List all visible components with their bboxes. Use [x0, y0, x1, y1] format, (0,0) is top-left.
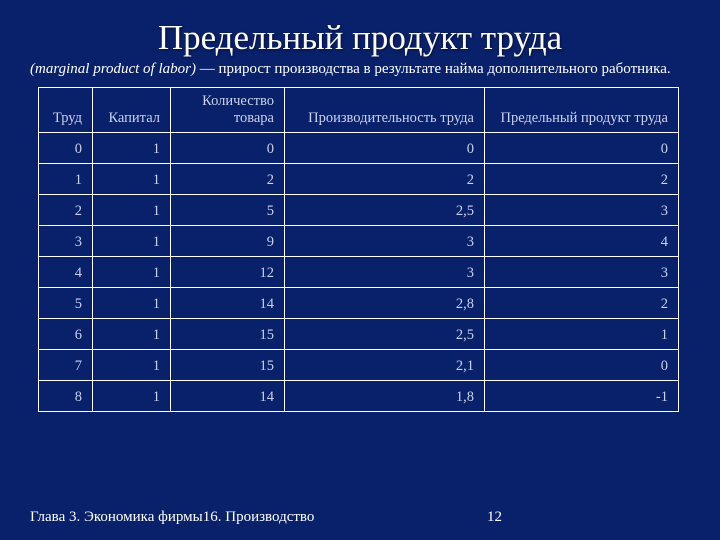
table-cell: 0 — [485, 349, 679, 380]
table-cell: 1,8 — [285, 380, 485, 411]
footer-section: 16. Производство — [203, 509, 315, 525]
table-cell: 2,5 — [285, 318, 485, 349]
table-cell: 14 — [171, 287, 285, 318]
table-cell: 2 — [39, 194, 93, 225]
table-cell: 1 — [39, 163, 93, 194]
table-cell: 15 — [171, 349, 285, 380]
table-cell: 0 — [171, 132, 285, 163]
subtitle-rest: прирост производства в результате найма … — [218, 61, 670, 77]
col-header: Производительность труда — [285, 87, 485, 132]
table-cell: 1 — [93, 318, 171, 349]
table-cell: 1 — [93, 349, 171, 380]
data-table: Труд Капитал Количество товара Производи… — [38, 87, 679, 412]
table-row: 31934 — [39, 225, 679, 256]
col-header: Труд — [39, 87, 93, 132]
table-cell: 0 — [485, 132, 679, 163]
subtitle: (marginal product of labor) — прирост пр… — [30, 60, 690, 79]
table-cell: 3 — [285, 225, 485, 256]
col-header: Капитал — [93, 87, 171, 132]
table-cell: 6 — [39, 318, 93, 349]
table-cell: -1 — [485, 380, 679, 411]
footer: Глава 3. Экономика фирмы16. Производство… — [30, 509, 690, 526]
subtitle-english: (marginal product of labor) — [30, 61, 196, 77]
table-cell: 1 — [93, 194, 171, 225]
table-row: 2152,53 — [39, 194, 679, 225]
subtitle-dash: — — [196, 61, 219, 77]
table-cell: 2 — [485, 163, 679, 194]
table-cell: 5 — [171, 194, 285, 225]
table-cell: 2 — [285, 163, 485, 194]
table-cell: 1 — [93, 256, 171, 287]
table-cell: 0 — [285, 132, 485, 163]
table-cell: 5 — [39, 287, 93, 318]
table-cell: 2,5 — [285, 194, 485, 225]
table-body: 01000112222152,533193441123351142,826115… — [39, 132, 679, 411]
table-row: 51142,82 — [39, 287, 679, 318]
table-row: 81141,8-1 — [39, 380, 679, 411]
col-header: Количество товара — [171, 87, 285, 132]
footer-chapter: Глава 3. Экономика фирмы — [30, 509, 203, 525]
table-cell: 2 — [485, 287, 679, 318]
table-cell: 3 — [485, 256, 679, 287]
page-number: 12 — [487, 509, 502, 526]
col-header: Предельный продукт труда — [485, 87, 679, 132]
table-header-row: Труд Капитал Количество товара Производи… — [39, 87, 679, 132]
page-title: Предельный продукт труда — [30, 18, 690, 58]
table-row: 411233 — [39, 256, 679, 287]
table-cell: 1 — [485, 318, 679, 349]
table-cell: 3 — [485, 194, 679, 225]
table-cell: 8 — [39, 380, 93, 411]
slide: Предельный продукт труда (marginal produ… — [0, 0, 720, 540]
table-cell: 7 — [39, 349, 93, 380]
table-row: 11222 — [39, 163, 679, 194]
table-cell: 3 — [285, 256, 485, 287]
table-cell: 12 — [171, 256, 285, 287]
table-cell: 4 — [39, 256, 93, 287]
table-cell: 2,8 — [285, 287, 485, 318]
table-cell: 1 — [93, 287, 171, 318]
table-row: 71152,10 — [39, 349, 679, 380]
table-cell: 14 — [171, 380, 285, 411]
table-row: 01000 — [39, 132, 679, 163]
table-row: 61152,51 — [39, 318, 679, 349]
table-cell: 1 — [93, 163, 171, 194]
table-cell: 0 — [39, 132, 93, 163]
table-cell: 1 — [93, 225, 171, 256]
table-cell: 2 — [171, 163, 285, 194]
table-cell: 1 — [93, 132, 171, 163]
table-cell: 15 — [171, 318, 285, 349]
table-cell: 4 — [485, 225, 679, 256]
table-cell: 3 — [39, 225, 93, 256]
table-cell: 2,1 — [285, 349, 485, 380]
table-cell: 1 — [93, 380, 171, 411]
table-cell: 9 — [171, 225, 285, 256]
